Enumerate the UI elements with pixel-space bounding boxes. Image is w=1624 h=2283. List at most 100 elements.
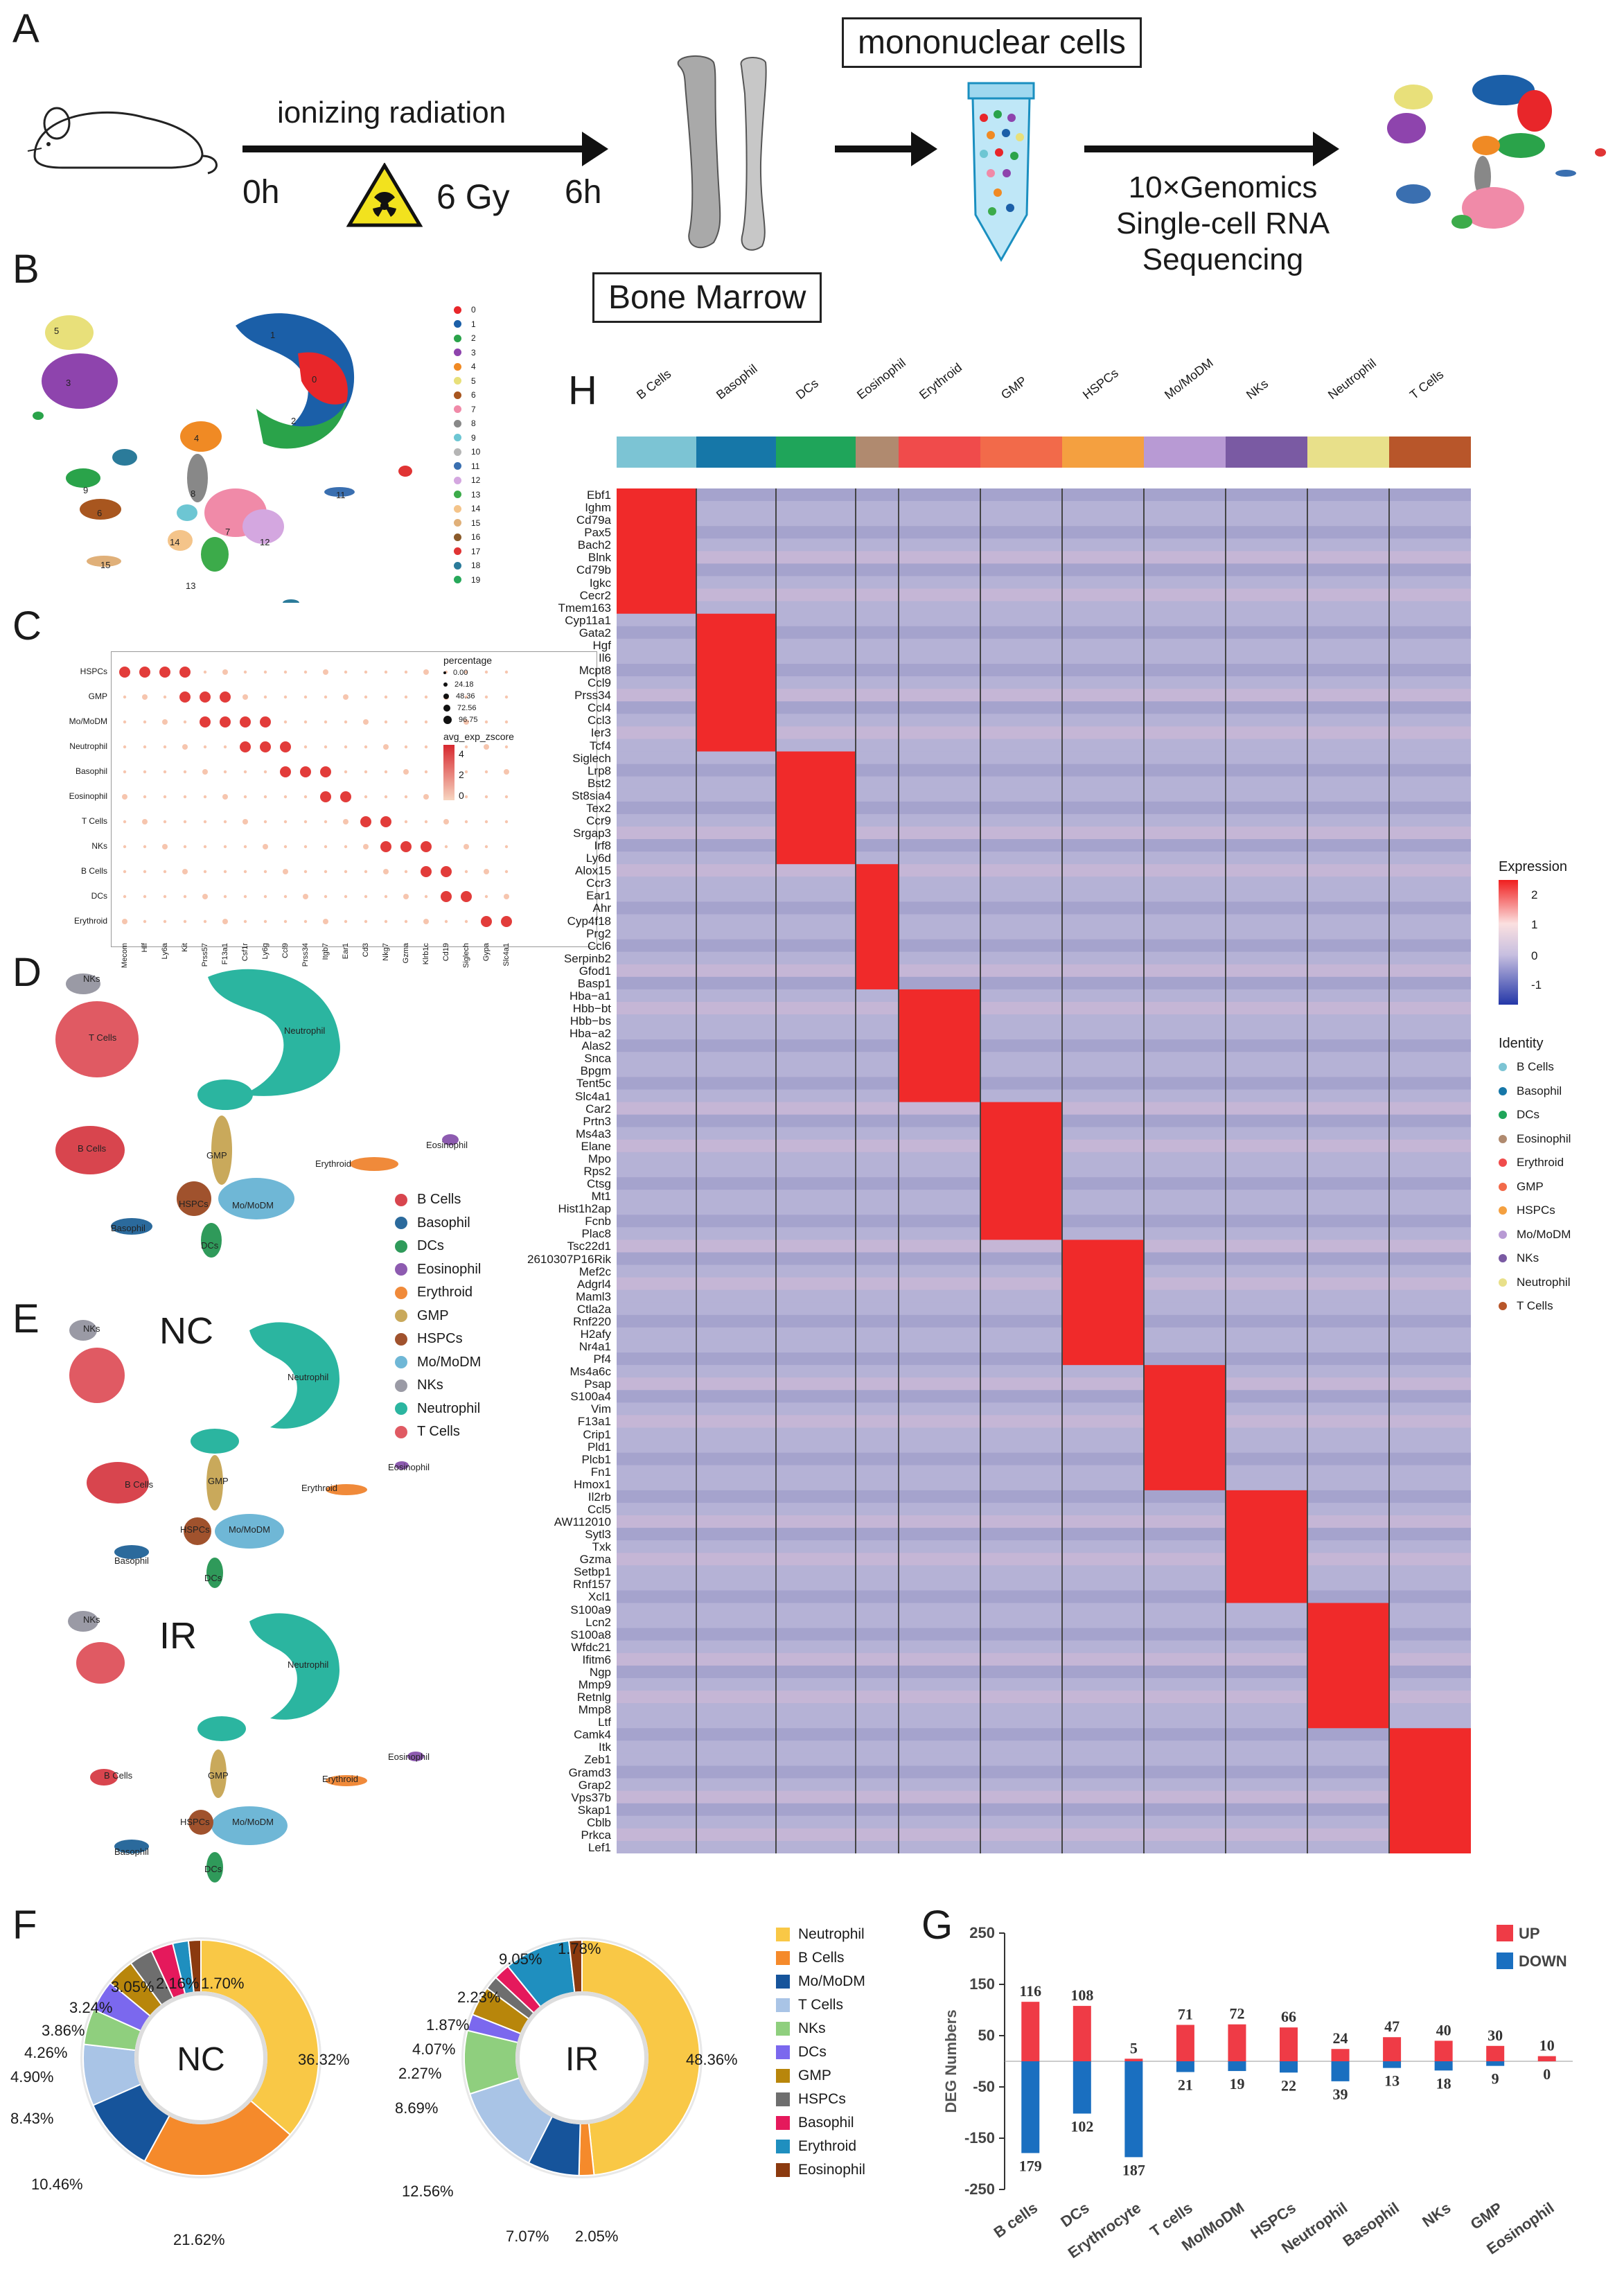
identity-legend-label: GMP [1517, 1179, 1544, 1193]
identity-legend-item: Neutrophil [1499, 1276, 1571, 1289]
heatmap-row [617, 638, 1471, 651]
donut-legend-item: Eosinophil [776, 2162, 865, 2178]
heatmap-row [617, 788, 1471, 802]
dotplot-dot [163, 695, 167, 699]
heatmap-row [617, 1077, 1471, 1090]
legend-down-swatch [1497, 1953, 1513, 1969]
cluster-legend-label: 2 [471, 333, 476, 343]
heatmap-row [617, 1716, 1471, 1729]
dotplot-dot [324, 720, 328, 724]
dotplot-dot [283, 670, 288, 674]
dotplot-dot [183, 820, 187, 824]
gene-label: Gfod1 [579, 964, 611, 978]
gene-label: Cyp11a1 [565, 613, 611, 627]
pct-label: 4.07% [412, 2040, 456, 2058]
dotplot-row-label: NKs [91, 841, 107, 851]
dotplot-dot [481, 916, 492, 927]
gene-label: Alas2 [581, 1039, 611, 1053]
dotplot-dot [223, 894, 227, 899]
group-label: NKs [1244, 376, 1271, 403]
gene-label: Itk [599, 1740, 611, 1754]
cluster-legend-item: 7 [454, 405, 476, 414]
dotplot-dot [122, 919, 127, 924]
heatmap-row [617, 1740, 1471, 1754]
dotplot-dot [363, 719, 369, 725]
cluster-label: 4 [194, 433, 200, 443]
dotplot-dot [303, 795, 308, 799]
dotplot-dot [139, 667, 150, 678]
donut-legend-swatch [776, 2092, 790, 2106]
gene-label: Prtn3 [583, 1114, 611, 1128]
umap-label: Eosinophil [426, 1140, 468, 1150]
celltype-legend-swatch [395, 1263, 407, 1276]
donut-legend-swatch [776, 1928, 790, 1941]
bar-down [1073, 2061, 1091, 2114]
bar-up-label: 40 [1436, 2021, 1451, 2038]
zscore-tick: 0 [459, 790, 464, 801]
dotplot-dot [223, 770, 227, 774]
identity-legend-item: Erythroid [1499, 1156, 1564, 1170]
pct-label: 2.27% [398, 2065, 442, 2082]
dotplot-row-label: T Cells [81, 816, 107, 826]
dotplot-dot [240, 716, 251, 728]
donut-legend-label: Eosinophil [798, 2162, 865, 2178]
heatmap-row [617, 714, 1471, 727]
panel-letter-d: D [12, 950, 42, 995]
gene-label: Tex2 [586, 801, 611, 815]
gene-label: Lrp8 [587, 764, 611, 777]
heatmap-row [617, 852, 1471, 865]
cluster-legend-swatch [454, 362, 461, 371]
group-bar-segment [776, 437, 856, 468]
donut-legend-label: Mo/MoDM [798, 1973, 865, 1989]
umap-celltypes [55, 969, 459, 1258]
dotplot-dot [384, 695, 388, 699]
pct-legend-item: 0.00 [443, 669, 468, 677]
identity-legend-swatch [1499, 1134, 1507, 1143]
gene-label: Rps2 [583, 1165, 611, 1178]
umap-label: B Cells [104, 1770, 133, 1781]
heatmap-row [617, 1753, 1471, 1766]
dotplot-dot [384, 720, 388, 724]
dotplot-dot [464, 844, 469, 849]
dotplot-dot [344, 720, 348, 724]
gene-label: Ctla2a [576, 1302, 611, 1316]
cluster-legend-swatch [454, 377, 461, 385]
gene-label: AW112010 [554, 1515, 611, 1529]
heatmap-group-bar [617, 437, 1471, 468]
cluster-label: 15 [100, 560, 111, 570]
pct-label: 8.69% [395, 2099, 439, 2117]
dotplot-dot [343, 819, 348, 825]
donut-hole [134, 1991, 267, 2124]
donut-legend-swatch [776, 1998, 790, 2012]
dotplot-dot [203, 919, 207, 924]
bar-down [1486, 2061, 1505, 2066]
celltype-legend-swatch [395, 1356, 407, 1368]
cluster-legend-label: 4 [471, 362, 476, 371]
dotplot-dot [484, 695, 488, 699]
dotplot-dot [344, 919, 348, 924]
cluster-legend-swatch [454, 576, 461, 583]
heatmap-row [617, 1365, 1471, 1378]
gene-label: Lcn2 [585, 1615, 611, 1629]
dotplot-dot [159, 667, 170, 678]
y-tick-label: 50 [978, 2027, 995, 2044]
gene-label: Mpo [588, 1152, 611, 1165]
nc-label: NC [159, 1310, 213, 1352]
heatmap-row [617, 726, 1471, 739]
heatmap-block [1062, 1240, 1144, 1366]
celltype-legend-label: Neutrophil [417, 1400, 481, 1416]
dotplot-dot [280, 766, 291, 777]
umap-label: Erythroid [322, 1774, 359, 1784]
dotplot-dot [404, 795, 408, 799]
dotplot-dot [364, 670, 368, 674]
identity-legend-label: Eosinophil [1517, 1131, 1571, 1145]
bar-down-label: 187 [1122, 2161, 1145, 2178]
identity-legend-item: T Cells [1499, 1299, 1553, 1313]
heatmap-row [617, 1790, 1471, 1804]
gene-label: Bst2 [587, 776, 611, 790]
dotplot-dot [324, 845, 328, 849]
identity-legend-label: B Cells [1517, 1060, 1554, 1073]
sequencing-caption: 10×Genomics Single-cell RNA Sequencing [1091, 170, 1354, 278]
dotplot-dot [183, 845, 187, 849]
heatmap-block [1226, 1490, 1307, 1603]
